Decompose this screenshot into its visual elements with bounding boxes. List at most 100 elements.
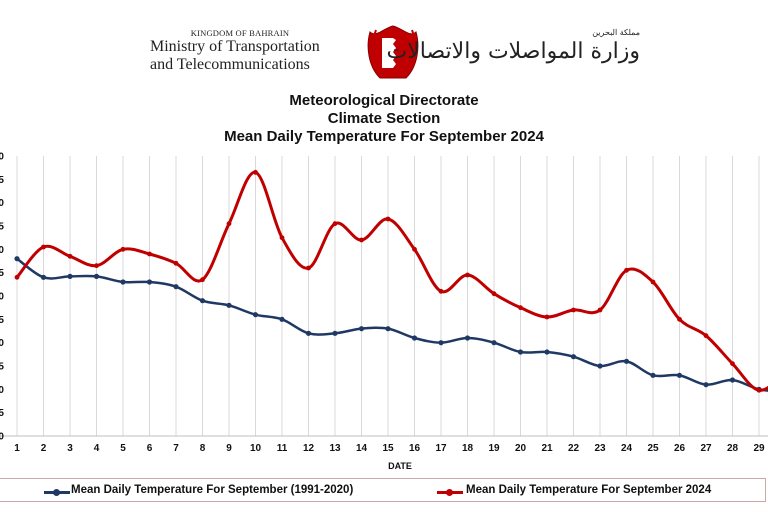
- ministry-title-ar: وزارة المواصلات والاتصالات: [386, 39, 640, 64]
- y-tick-label: 00: [0, 338, 4, 349]
- data-point: [597, 363, 603, 369]
- data-point: [252, 312, 259, 318]
- x-tick-label: 28: [727, 443, 739, 454]
- ministry-name-english: KINGDOM OF BAHRAIN Ministry of Transport…: [150, 28, 360, 74]
- series-line: [16, 257, 768, 392]
- x-tick-label: 25: [647, 443, 659, 454]
- temperature-line-chart: 00550055005500550055005500 1234567891011…: [0, 152, 768, 454]
- data-point: [491, 340, 497, 346]
- data-point: [200, 277, 205, 283]
- x-axis-ticks: 1 2 3 4 5 6 7 8 9 10 11 12 13 14 15 16 17 18 19 20 21 22 23 24 2…: [14, 443, 765, 454]
- legend-label-2024: Mean Daily Temperature For September 202…: [466, 484, 712, 496]
- data-point: [491, 291, 497, 297]
- x-tick-label: 9: [226, 443, 232, 454]
- x-tick-label: 15: [382, 443, 394, 454]
- x-tick-label: 7: [173, 443, 179, 454]
- x-tick-label: 14: [356, 443, 368, 454]
- kingdom-label-en: KINGDOM OF BAHRAIN: [190, 28, 290, 38]
- data-point: [756, 387, 762, 393]
- series-normal-1991-2020: [14, 256, 768, 392]
- data-point: [385, 326, 391, 332]
- data-point: [332, 330, 338, 336]
- x-tick-label: 3: [67, 443, 73, 454]
- data-point: [279, 235, 285, 241]
- y-tick-label: 00: [0, 292, 4, 303]
- data-point: [173, 260, 179, 266]
- data-point: [544, 314, 550, 320]
- data-point: [517, 349, 524, 355]
- data-point: [226, 302, 232, 308]
- data-point: [14, 256, 20, 262]
- data-point: [703, 382, 709, 388]
- data-point: [67, 253, 73, 259]
- data-point: [120, 279, 126, 285]
- data-point: [40, 274, 47, 280]
- x-tick-label: 2: [41, 443, 47, 454]
- ministry-title-en-line2: and Telecommunications: [150, 56, 310, 73]
- chart-series: [14, 169, 768, 393]
- data-point: [703, 333, 709, 339]
- chart-title-line2: Climate Section: [327, 110, 441, 127]
- data-point: [332, 221, 338, 227]
- y-tick-label: 00: [0, 152, 4, 163]
- data-point: [93, 273, 100, 279]
- y-tick-label: 55: [0, 408, 4, 419]
- data-point: [412, 246, 417, 252]
- data-point: [67, 273, 73, 279]
- x-tick-label: 19: [488, 443, 500, 454]
- data-point: [624, 267, 629, 273]
- bahrain-emblem-icon: [367, 25, 419, 79]
- chart-title-line3: Mean Daily Temperature For September 202…: [224, 128, 544, 145]
- chart-grid: [0, 156, 768, 437]
- x-tick-label: 26: [674, 443, 686, 454]
- data-point: [199, 298, 206, 304]
- x-tick-label: 1: [14, 443, 20, 454]
- y-tick-label: 55: [0, 315, 4, 326]
- data-point: [730, 361, 735, 367]
- x-tick-label: 5: [120, 443, 126, 454]
- data-point: [94, 263, 99, 269]
- data-point: [438, 288, 444, 294]
- ministry-header: KINGDOM OF BAHRAIN Ministry of Transport…: [0, 0, 768, 90]
- y-tick-label: 00: [0, 432, 4, 443]
- y-tick-label: 55: [0, 175, 4, 186]
- x-tick-label: 27: [700, 443, 712, 454]
- data-point: [729, 377, 736, 383]
- data-point: [253, 169, 258, 175]
- data-point: [173, 284, 179, 290]
- data-point: [623, 358, 630, 364]
- x-tick-label: 20: [515, 443, 527, 454]
- legend-label-normal: Mean Daily Temperature For September (19…: [71, 484, 354, 496]
- data-point: [676, 372, 683, 378]
- x-tick-label: 8: [200, 443, 206, 454]
- x-tick-label: 10: [250, 443, 262, 454]
- x-tick-label: 21: [541, 443, 553, 454]
- data-point: [465, 272, 470, 278]
- x-tick-label: 18: [462, 443, 474, 454]
- y-axis-ticks: 00 55 00 55 00 55 00 55 00 55 00 55 00: [0, 152, 4, 443]
- data-point: [571, 307, 576, 313]
- data-point: [570, 354, 577, 360]
- data-point: [464, 335, 471, 341]
- data-point: [41, 244, 46, 250]
- ministry-name-arabic: مملكة البحرين وزارة المواصلات والاتصالات: [386, 28, 640, 67]
- data-point: [411, 335, 418, 341]
- y-tick-label: 00: [0, 385, 4, 396]
- chart-title-line1: Meteorological Directorate: [289, 92, 479, 109]
- data-point: [597, 307, 603, 313]
- data-point: [385, 216, 391, 222]
- y-tick-label: 55: [0, 362, 4, 373]
- x-tick-label: 22: [568, 443, 580, 454]
- chart-titles: Meteorological Directorate Climate Secti…: [0, 92, 768, 146]
- x-tick-label: 11: [277, 443, 288, 454]
- data-point: [677, 316, 682, 322]
- x-tick-label: 16: [409, 443, 421, 454]
- x-tick-label: 23: [594, 443, 606, 454]
- x-axis-label: DATE: [388, 461, 412, 471]
- x-tick-label: 12: [303, 443, 315, 454]
- data-point: [147, 251, 152, 257]
- data-point: [305, 330, 312, 336]
- x-tick-label: 4: [94, 443, 100, 454]
- data-point: [279, 316, 285, 322]
- legend-swatch-dot-2024: [446, 489, 453, 496]
